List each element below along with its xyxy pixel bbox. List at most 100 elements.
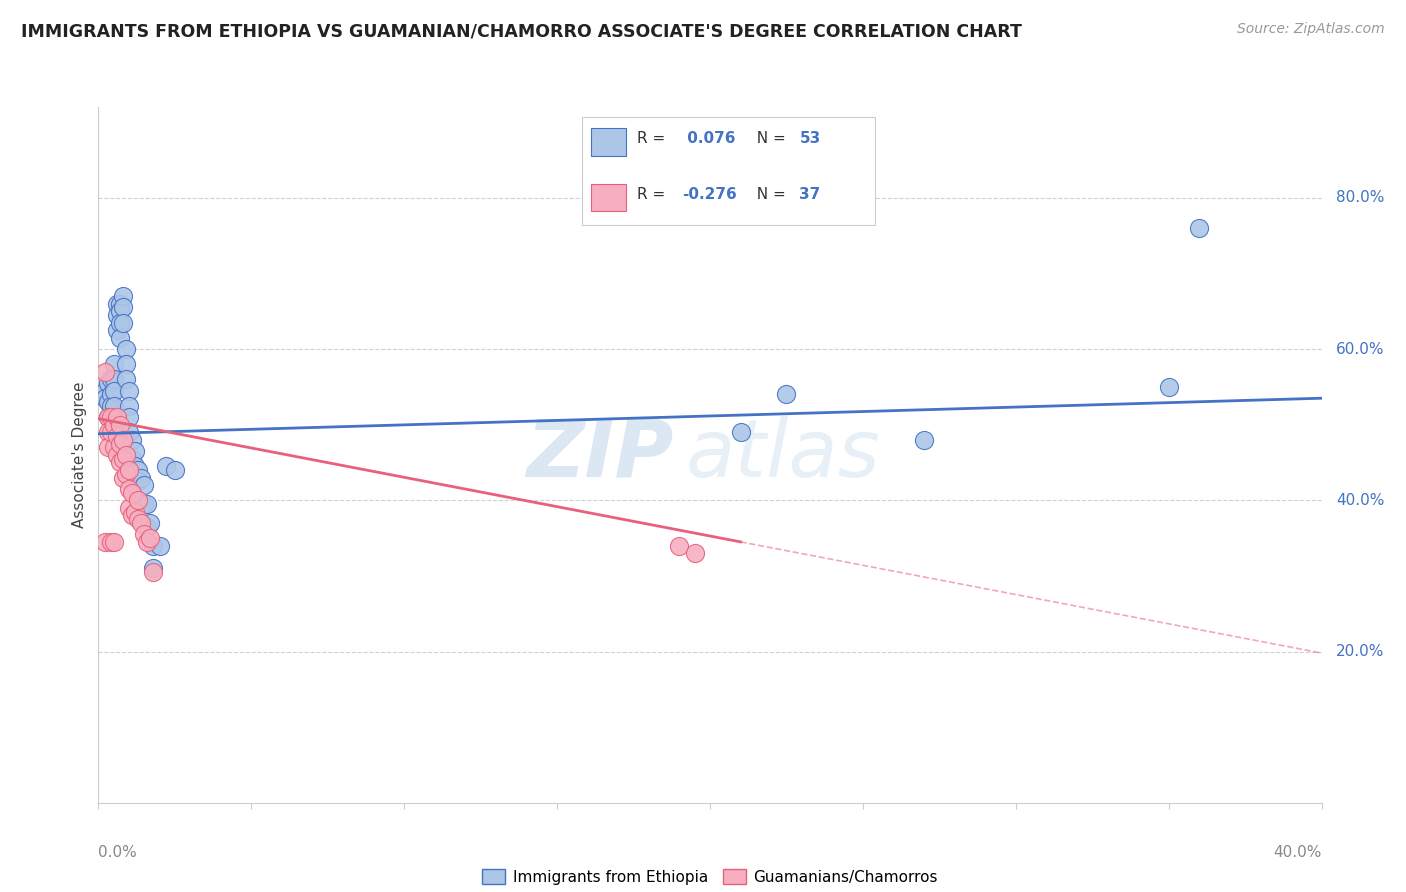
Point bbox=[103, 384, 125, 398]
Point bbox=[108, 296, 131, 310]
Text: atlas: atlas bbox=[686, 416, 880, 494]
Text: 0.076: 0.076 bbox=[682, 131, 735, 146]
Point bbox=[100, 387, 122, 401]
Point bbox=[105, 308, 128, 322]
FancyBboxPatch shape bbox=[582, 118, 875, 226]
Point bbox=[115, 448, 138, 462]
Point bbox=[118, 482, 141, 496]
Point bbox=[93, 535, 115, 549]
Point bbox=[118, 500, 141, 515]
Point bbox=[108, 304, 131, 318]
Point bbox=[103, 417, 125, 432]
Point bbox=[93, 391, 115, 405]
Point bbox=[118, 410, 141, 425]
Point bbox=[134, 527, 156, 541]
Point bbox=[105, 410, 128, 425]
Point bbox=[115, 357, 138, 371]
FancyBboxPatch shape bbox=[592, 128, 626, 156]
Point bbox=[97, 395, 120, 409]
Point bbox=[105, 429, 128, 443]
Point bbox=[129, 497, 152, 511]
Point bbox=[912, 433, 935, 447]
Text: R =: R = bbox=[637, 131, 669, 146]
Point bbox=[108, 331, 131, 345]
FancyBboxPatch shape bbox=[592, 184, 626, 211]
Text: 20.0%: 20.0% bbox=[1336, 644, 1385, 659]
Text: IMMIGRANTS FROM ETHIOPIA VS GUAMANIAN/CHAMORRO ASSOCIATE'S DEGREE CORRELATION CH: IMMIGRANTS FROM ETHIOPIA VS GUAMANIAN/CH… bbox=[21, 22, 1022, 40]
Point bbox=[103, 399, 125, 413]
Point bbox=[683, 546, 706, 560]
Point bbox=[149, 539, 172, 553]
Point bbox=[124, 505, 146, 519]
Point bbox=[142, 565, 165, 579]
Text: ZIP: ZIP bbox=[526, 416, 673, 494]
Point bbox=[155, 459, 177, 474]
Point bbox=[136, 535, 159, 549]
Point bbox=[108, 436, 131, 450]
Point bbox=[103, 441, 125, 455]
Point bbox=[1157, 380, 1180, 394]
Point bbox=[1188, 221, 1211, 235]
Point bbox=[93, 365, 115, 379]
Point bbox=[97, 410, 120, 425]
Point bbox=[108, 417, 131, 432]
Point bbox=[668, 539, 690, 553]
Point bbox=[105, 448, 128, 462]
Point bbox=[100, 399, 122, 413]
Point bbox=[111, 289, 134, 303]
Point bbox=[97, 441, 120, 455]
Point bbox=[775, 387, 797, 401]
Point bbox=[115, 342, 138, 356]
Point bbox=[121, 451, 143, 466]
Point bbox=[124, 459, 146, 474]
Text: 40.0%: 40.0% bbox=[1274, 845, 1322, 860]
Point bbox=[103, 535, 125, 549]
Text: 40.0%: 40.0% bbox=[1336, 492, 1385, 508]
Text: 53: 53 bbox=[800, 131, 821, 146]
Text: 37: 37 bbox=[800, 186, 821, 202]
Point bbox=[93, 384, 115, 398]
Point bbox=[111, 301, 134, 315]
Text: N =: N = bbox=[747, 131, 790, 146]
Point bbox=[134, 497, 156, 511]
Point bbox=[108, 455, 131, 469]
Point bbox=[100, 535, 122, 549]
Point bbox=[105, 323, 128, 337]
Text: R =: R = bbox=[637, 186, 669, 202]
Point bbox=[136, 520, 159, 534]
Point bbox=[129, 516, 152, 530]
Point bbox=[115, 372, 138, 386]
Y-axis label: Associate's Degree: Associate's Degree bbox=[72, 382, 87, 528]
Point bbox=[139, 531, 162, 545]
Point bbox=[115, 467, 138, 481]
Point bbox=[730, 425, 752, 440]
Point bbox=[136, 497, 159, 511]
Point bbox=[111, 316, 134, 330]
Point bbox=[97, 410, 120, 425]
Point bbox=[118, 399, 141, 413]
Point bbox=[111, 470, 134, 484]
Point bbox=[118, 425, 141, 440]
Text: Source: ZipAtlas.com: Source: ZipAtlas.com bbox=[1237, 22, 1385, 37]
Text: 60.0%: 60.0% bbox=[1336, 342, 1385, 357]
Point bbox=[100, 410, 122, 425]
Point bbox=[127, 493, 149, 508]
Point bbox=[118, 384, 141, 398]
Point bbox=[100, 425, 122, 440]
Point bbox=[127, 475, 149, 489]
Text: 0.0%: 0.0% bbox=[98, 845, 138, 860]
Point bbox=[142, 561, 165, 575]
Point bbox=[111, 451, 134, 466]
Point bbox=[97, 376, 120, 390]
Point bbox=[103, 357, 125, 371]
Point bbox=[97, 425, 120, 440]
Text: N =: N = bbox=[747, 186, 790, 202]
Text: 80.0%: 80.0% bbox=[1336, 190, 1385, 205]
Point bbox=[121, 508, 143, 523]
Point bbox=[105, 296, 128, 310]
Point bbox=[103, 372, 125, 386]
Point bbox=[139, 516, 162, 530]
Point bbox=[121, 485, 143, 500]
Point bbox=[142, 539, 165, 553]
Point bbox=[118, 463, 141, 477]
